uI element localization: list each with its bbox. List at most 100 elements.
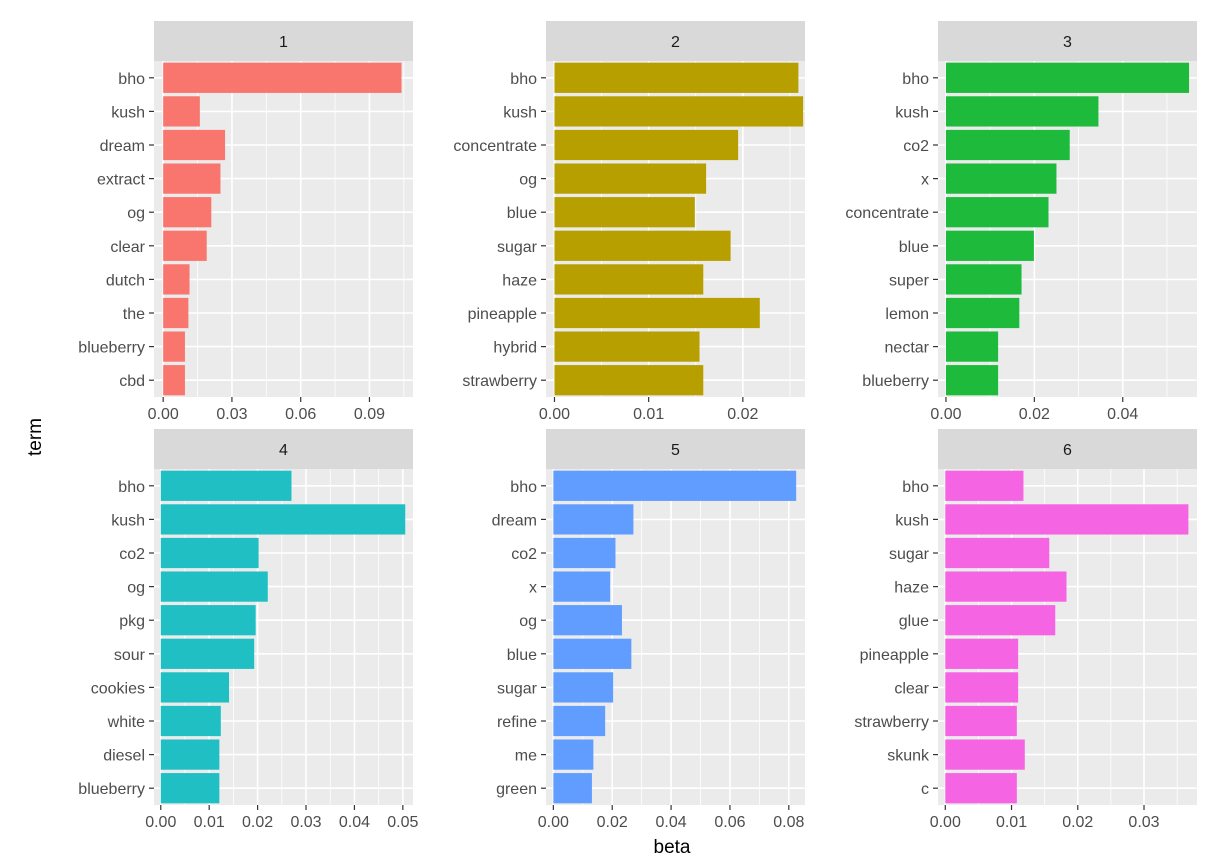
bar-green <box>553 773 592 804</box>
bar-clear <box>945 672 1019 703</box>
bar-concentrate <box>554 129 739 161</box>
bar-bho <box>553 470 797 501</box>
facet-panel-2: 2 0.00 0.01 0.02 bho kush concentrate og blue sug… <box>453 21 805 423</box>
x-tick-label: 0.08 <box>773 814 804 831</box>
bar-c <box>945 773 1017 804</box>
y-tick-label: kush <box>111 512 145 529</box>
facet-strip <box>154 429 413 469</box>
bar-white <box>160 705 221 737</box>
y-tick-label: pineapple <box>468 306 538 323</box>
bar-cbd <box>163 365 185 396</box>
bar-blueberry <box>160 773 220 804</box>
x-tick-label: 0.02 <box>1062 814 1093 831</box>
x-tick-label: 0.01 <box>996 814 1027 831</box>
y-tick-label: sugar <box>889 546 930 563</box>
bar-dream <box>163 129 226 161</box>
y-tick-label: extract <box>97 172 146 189</box>
bar-kush <box>554 96 804 127</box>
y-tick-label: cookies <box>91 680 145 697</box>
y-tick-label: blueberry <box>78 781 145 798</box>
x-tick-label: 0.02 <box>727 406 758 423</box>
y-tick-label: refine <box>497 714 537 731</box>
bar-glue <box>945 605 1056 636</box>
x-axis-title: beta <box>654 837 691 858</box>
bar-pkg <box>160 605 256 636</box>
bar-bho <box>163 62 402 93</box>
bar-lemon <box>945 297 1020 329</box>
x-tick-label: 0.09 <box>354 406 385 423</box>
bar-pineapple <box>945 638 1019 669</box>
bar-the <box>163 297 189 329</box>
x-tick-label: 0.02 <box>1019 406 1050 423</box>
y-tick-label: og <box>127 205 145 222</box>
y-tick-label: green <box>496 781 537 798</box>
facet-strip <box>938 21 1197 61</box>
x-tick-label: 0.01 <box>194 814 225 831</box>
bar-kush <box>163 96 200 127</box>
bar-dream <box>553 504 634 535</box>
y-tick-label: haze <box>894 580 929 597</box>
y-tick-label: og <box>519 613 537 630</box>
facet-panels: 10.00 0.03 0.06 0.09bhokushdreamextractogcl… <box>78 21 1197 831</box>
bar-blue <box>553 638 632 669</box>
facet-panel-1: 1 0.00 0.03 0.06 0.09 bho kush dream extract og cl… <box>78 21 413 423</box>
y-tick-label: concentrate <box>845 205 929 222</box>
y-tick-label: co2 <box>903 138 929 155</box>
bar-diesel <box>160 739 220 770</box>
y-tick-label: bho <box>510 479 537 496</box>
bar-pineapple <box>554 297 760 329</box>
y-tick-label: bho <box>902 71 929 88</box>
y-tick-label: hybrid <box>493 340 537 357</box>
bar-og <box>553 605 622 636</box>
y-tick-label: kush <box>895 104 929 121</box>
y-tick-label: concentrate <box>453 138 537 155</box>
y-tick-label: strawberry <box>462 373 537 390</box>
facet-panel-4: 4 0.00 0.01 0.02 0.03 0.04 0.05 bho kush co2 og pkg… <box>78 429 419 831</box>
bar-co2 <box>945 129 1070 161</box>
bar-blue <box>945 230 1034 261</box>
y-tick-label: skunk <box>887 748 930 765</box>
x-tick-label: 0.00 <box>538 814 569 831</box>
y-tick-label: nectar <box>885 340 930 357</box>
bar-clear <box>163 230 207 261</box>
bar-bho <box>945 62 1190 93</box>
bar-bho <box>160 470 292 501</box>
y-tick-label: super <box>889 272 930 289</box>
x-tick-label: 0.02 <box>242 814 273 831</box>
bar-sugar <box>554 230 731 261</box>
x-tick-label: 0.05 <box>387 814 418 831</box>
bar-hybrid <box>554 331 700 362</box>
y-tick-label: sugar <box>497 680 538 697</box>
y-tick-label: dream <box>100 138 145 155</box>
bar-dutch <box>163 264 190 295</box>
x-tick-label: 0.04 <box>1107 406 1138 423</box>
bar-extract <box>163 163 221 194</box>
bar-og <box>160 571 268 602</box>
bar-refine <box>553 705 606 737</box>
y-tick-label: x <box>921 172 929 189</box>
y-tick-label: white <box>107 714 145 731</box>
y-tick-label: me <box>515 748 537 765</box>
x-tick-label: 0.03 <box>1128 814 1159 831</box>
y-tick-label: x <box>529 580 537 597</box>
y-tick-label: lemon <box>885 306 929 323</box>
bar-co2 <box>160 537 259 569</box>
y-tick-label: dutch <box>106 272 145 289</box>
facet-panel-3: 3 0.00 0.02 0.04 bho kush co2 x concentrate blue s… <box>845 21 1197 423</box>
x-tick-label: 0.00 <box>930 814 961 831</box>
bar-kush <box>160 504 406 535</box>
bar-sugar <box>945 537 1050 569</box>
y-axis-title: term <box>25 418 46 456</box>
bar-sugar <box>553 672 614 703</box>
facet-strip-label: 4 <box>279 442 288 459</box>
y-tick-label: clear <box>894 680 929 697</box>
bar-sour <box>160 638 255 669</box>
y-tick-label: cbd <box>119 373 145 390</box>
y-tick-label: blueberry <box>78 340 145 357</box>
bar-bho <box>554 62 799 93</box>
bar-blue <box>554 197 695 228</box>
y-tick-label: blue <box>507 205 537 222</box>
facet-strip <box>938 429 1197 469</box>
y-tick-label: haze <box>502 272 537 289</box>
